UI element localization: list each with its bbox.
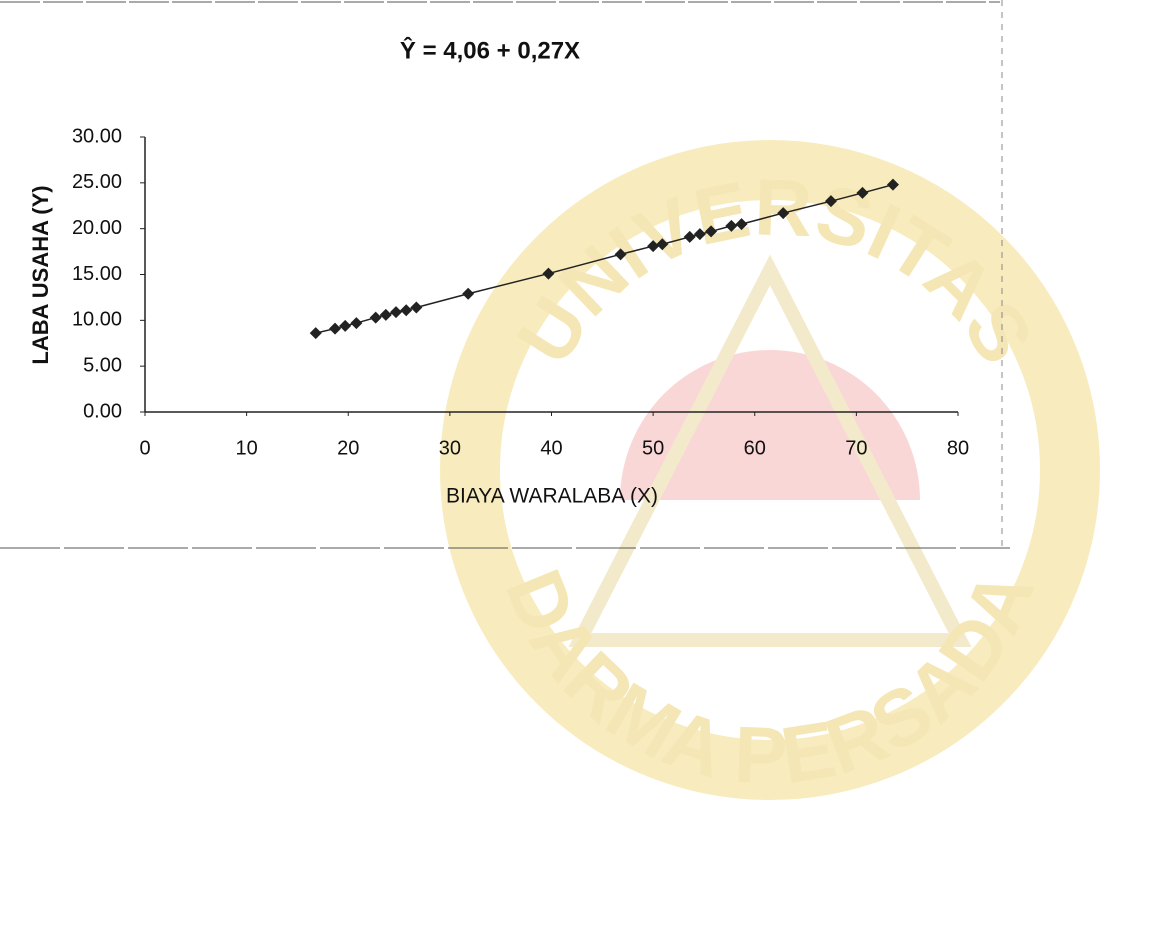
point (380, 309, 392, 321)
watermark: UNIVERSITAS DARMA PERSADA (470, 162, 1070, 800)
y-tick-label: 0.00 (83, 400, 122, 422)
point (400, 304, 412, 316)
point (350, 317, 362, 329)
x-axis-label: BIAYA WARALABA (X) (446, 485, 658, 508)
y-tick-label: 25.00 (72, 171, 122, 193)
x-tick-label: 80 (947, 437, 969, 459)
watermark-bottom-text: DARMA PERSADA (489, 558, 1052, 801)
point (310, 327, 322, 339)
watermark-bottom: DARMA PERSADA (489, 558, 1052, 801)
point (339, 320, 351, 332)
point (410, 302, 422, 314)
x-tick-label: 70 (845, 437, 867, 459)
point (390, 306, 402, 318)
page: UNIVERSITAS DARMA PERSADA Ŷ = 4,06 + 0,2… (0, 0, 1167, 931)
point (329, 323, 341, 335)
y-tick-label: 30.00 (72, 125, 122, 147)
x-tick-label: 30 (439, 437, 461, 459)
point (462, 288, 474, 300)
y-tick-label: 5.00 (83, 354, 122, 376)
x-tick-label: 20 (337, 437, 359, 459)
x-tick-label: 40 (540, 437, 562, 459)
y-axis-label: LABA USAHA (Y) (28, 185, 53, 364)
x-tick-label: 60 (744, 437, 766, 459)
y-tick-label: 15.00 (72, 263, 122, 285)
chart-title: Ŷ = 4,06 + 0,27X (400, 36, 580, 64)
point (370, 312, 382, 324)
x-tick-label: 0 (139, 437, 150, 459)
x-tick-label: 50 (642, 437, 664, 459)
y-tick-label: 10.00 (72, 309, 122, 331)
y-tick-label: 20.00 (72, 217, 122, 239)
x-tick-label: 10 (236, 437, 258, 459)
